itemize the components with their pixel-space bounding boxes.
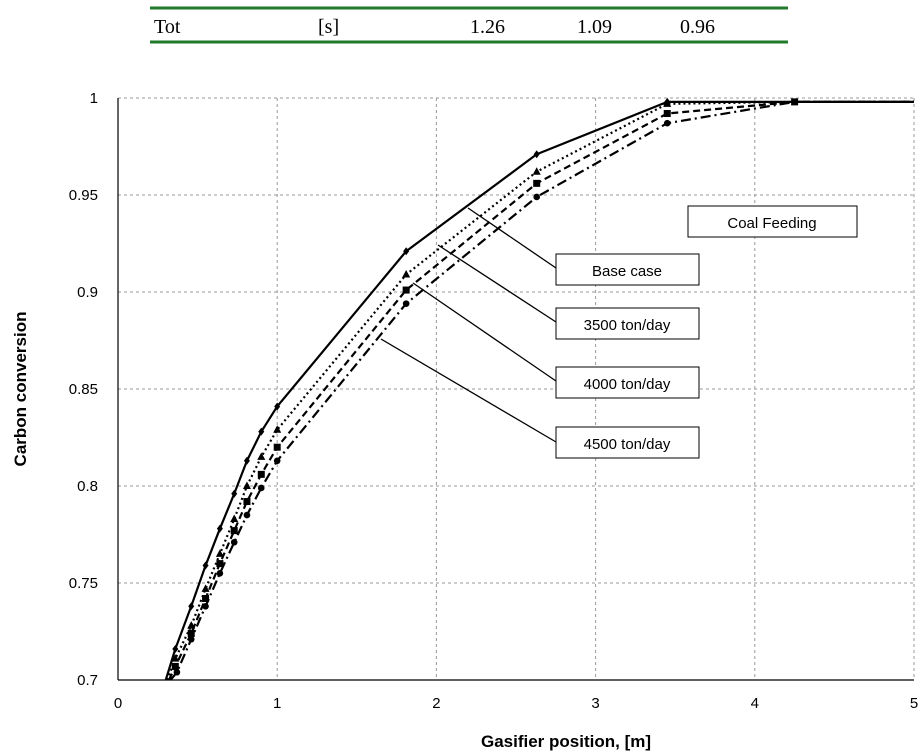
axis-layer	[117, 98, 914, 681]
data-point	[216, 570, 224, 577]
data-point	[257, 470, 265, 478]
callout-base-case-label: Base case	[592, 263, 662, 280]
table-cell-label: Tot	[154, 16, 181, 38]
data-point	[187, 629, 195, 637]
x-tick-label: 3	[591, 695, 599, 712]
data-point	[533, 193, 540, 201]
data-point	[402, 270, 411, 278]
data-point	[402, 300, 410, 307]
leader-base-case	[467, 207, 557, 269]
data-point	[231, 489, 238, 498]
y-tick-label: 0.95	[69, 187, 98, 204]
x-tick-label: 0	[114, 695, 122, 712]
series-line	[167, 100, 914, 681]
x-tick-label: 2	[432, 695, 440, 712]
data-point	[215, 549, 224, 557]
y-tick-label: 0.85	[69, 381, 98, 398]
callout-base-case: Base case	[555, 253, 700, 286]
data-point	[402, 286, 410, 294]
data-point	[274, 402, 281, 411]
data-point	[216, 560, 224, 568]
callout-4500-label: 4500 ton/day	[584, 436, 671, 453]
data-point	[172, 644, 179, 653]
data-point	[257, 484, 265, 492]
legend-title-box: Coal Feeding	[687, 205, 858, 238]
x-tick-label: 1	[273, 695, 281, 712]
callout-3500: 3500 ton/day	[555, 307, 700, 340]
data-point	[533, 150, 540, 159]
series-3	[169, 100, 914, 681]
data-point	[202, 561, 209, 570]
table-cell-unit: [s]	[318, 16, 339, 38]
y-tick-label: 0.7	[77, 672, 98, 689]
leader-4000	[412, 282, 557, 382]
data-point	[273, 457, 281, 465]
y-tick-label: 1	[90, 90, 98, 107]
data-point	[230, 514, 239, 522]
data-point	[242, 481, 251, 489]
y-tick-label: 0.8	[77, 478, 98, 495]
data-point	[230, 538, 238, 546]
data-point	[243, 456, 250, 465]
series-line	[164, 100, 914, 681]
data-point	[243, 498, 251, 506]
leader-3500	[437, 244, 557, 323]
data-point	[187, 635, 195, 643]
series-0	[164, 97, 914, 681]
data-point	[230, 527, 238, 535]
data-point	[202, 602, 209, 610]
summary-table: Tot [s] 1.26 1.09 0.96	[150, 6, 788, 44]
leader-4500	[380, 338, 557, 443]
series-line	[166, 100, 914, 681]
tick-layer: 0.7 0.75 0.8 0.85 0.9 0.95 1 0 1 2 3 4 5	[69, 90, 918, 712]
data-point	[173, 668, 181, 676]
series-1	[166, 99, 914, 681]
x-tick-label: 4	[751, 695, 759, 712]
grid-layer	[118, 97, 915, 680]
table-cell-value-2: 1.09	[577, 16, 612, 38]
callout-4500: 4500 ton/day	[555, 426, 700, 459]
table-cell-value-3: 0.96	[680, 16, 715, 38]
data-point	[663, 119, 671, 127]
x-axis-title: Gasifier position, [m]	[481, 732, 651, 751]
series-line	[169, 100, 914, 681]
data-point	[258, 427, 265, 436]
legend-title: Coal Feeding	[727, 215, 816, 232]
callout-3500-label: 3500 ton/day	[584, 317, 671, 334]
data-point	[533, 179, 541, 187]
data-point	[257, 452, 266, 460]
data-point	[243, 511, 251, 519]
y-tick-label: 0.75	[69, 575, 98, 592]
data-point	[663, 110, 671, 118]
series-layer	[164, 97, 914, 681]
data-point	[171, 662, 179, 670]
y-axis-title: Carbon conversion	[11, 312, 30, 467]
data-point	[216, 524, 223, 533]
callout-4000-label: 4000 ton/day	[584, 376, 671, 393]
data-point	[663, 99, 672, 107]
callout-4000: 4000 ton/day	[555, 366, 700, 399]
table-cell-value-1: 1.26	[470, 16, 505, 38]
data-point	[273, 443, 281, 451]
series-2	[167, 98, 914, 681]
data-point	[171, 654, 180, 662]
data-point	[403, 247, 410, 256]
data-point	[273, 425, 282, 433]
callout-leaders	[380, 207, 557, 443]
x-tick-label: 5	[910, 695, 918, 712]
y-tick-label: 0.9	[77, 284, 98, 301]
data-point	[188, 602, 195, 611]
data-point	[202, 595, 210, 603]
data-point	[201, 584, 210, 592]
data-point	[532, 167, 541, 175]
